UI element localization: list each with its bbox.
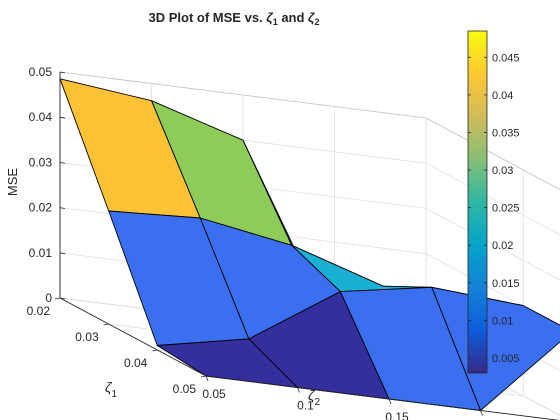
zeta1-tick-mark xyxy=(54,297,61,300)
mse-tick-mark xyxy=(59,116,66,119)
zeta1-tick-label: 0.05 xyxy=(173,382,197,396)
z-axis-label: MSE xyxy=(5,168,20,197)
mse-tick-mark xyxy=(59,71,66,74)
zeta2-tick-mark xyxy=(205,375,209,382)
zeta2-tick-label: 0.05 xyxy=(202,387,226,401)
mse-tick-label: 0.03 xyxy=(29,155,53,169)
colorbar-tick-label: 0.035 xyxy=(492,127,520,139)
zeta2-tick-mark xyxy=(480,410,483,416)
zeta2-tick-label: 0.15 xyxy=(385,410,409,420)
mse-tick-label: 0.04 xyxy=(29,110,53,124)
axis-ticks: 0 0.01 0.02 0.03 0.04 0.05 0.02 0.03 0.04 0.05 0.0… xyxy=(27,65,483,420)
colorbar: 0.005 0.01 0.015 0.02 0.025 0.03 0.035 0.04 0.04… xyxy=(467,30,520,374)
y-axis-label: ζ2 xyxy=(308,387,321,408)
box-edge xyxy=(425,117,560,191)
zeta1-tick-mark xyxy=(152,349,158,352)
mse-tick-mark xyxy=(59,207,66,209)
colorbar-tick-label: 0.045 xyxy=(492,52,520,64)
zeta1-tick-label: 0.02 xyxy=(27,304,51,318)
colorbar-tick-label: 0.03 xyxy=(492,165,513,177)
zeta1-tick-label: 0.03 xyxy=(75,330,99,344)
mse-tick-mark xyxy=(59,252,66,255)
mse-tick-label: 0 xyxy=(45,291,52,305)
colorbar-tick-label: 0.005 xyxy=(492,353,520,365)
mse-surface xyxy=(59,78,560,411)
zeta1-tick-label: 0.04 xyxy=(124,356,148,370)
mse-tick-label: 0.01 xyxy=(29,246,53,260)
colorbar-gradient xyxy=(467,30,488,374)
x-axis-label: ζ1 xyxy=(105,379,118,400)
mse-tick-mark xyxy=(59,162,66,164)
chart-title: 3D Plot of MSE vs. ζ1 and ζ2 xyxy=(149,10,320,27)
grid-line xyxy=(425,162,560,236)
zeta1-tick-mark xyxy=(200,375,207,378)
zeta1-tick-mark xyxy=(103,323,109,326)
mse-tick-mark xyxy=(59,297,66,300)
zeta2-tick-mark xyxy=(388,398,392,405)
colorbar-ticks: 0.005 0.01 0.015 0.02 0.025 0.03 0.035 0.04 0.04… xyxy=(468,52,520,365)
colorbar-tick-label: 0.015 xyxy=(492,278,520,290)
colorbar-tick-label: 0.01 xyxy=(492,315,513,327)
zeta2-tick-mark xyxy=(297,387,300,393)
colorbar-tick-label: 0.04 xyxy=(492,90,513,102)
colorbar-tick-label: 0.025 xyxy=(492,203,520,215)
mse-tick-label: 0.02 xyxy=(29,201,53,215)
grid-line xyxy=(425,208,560,281)
colorbar-tick-label: 0.02 xyxy=(492,240,513,252)
zeta2-tick-label: 0.1 xyxy=(297,399,314,413)
mse-tick-label: 0.05 xyxy=(29,65,53,79)
zeta1-axis-line xyxy=(59,297,207,377)
